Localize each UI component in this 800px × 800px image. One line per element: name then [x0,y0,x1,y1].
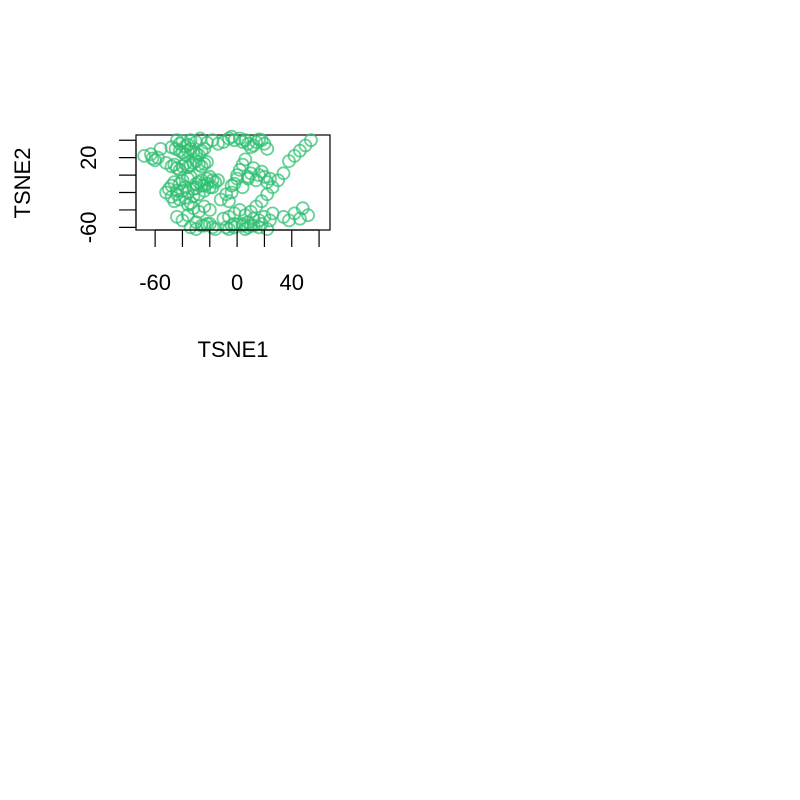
data-point [145,151,160,166]
data-point [224,129,239,144]
data-point [265,206,280,221]
data-point [260,141,275,156]
data-point [175,183,190,198]
y-tick-label: -60 [76,212,101,244]
data-point [301,208,316,223]
x-tick-label: 0 [231,270,243,295]
data-point [189,135,204,149]
x-tick-label: -60 [139,270,171,295]
data-point [262,171,277,186]
data-point [208,222,223,237]
data-point [252,220,266,235]
data-point [175,173,190,188]
data-point [260,222,275,237]
data-point [202,180,217,195]
data-point [241,220,255,235]
data-point [221,222,236,237]
data-point [200,155,214,169]
data-point [241,169,255,184]
x-axis: -60 0 40 [139,229,320,295]
data-point [170,161,184,176]
y-tick-label: 20 [76,145,101,169]
data-point [202,203,217,217]
data-point [303,133,318,148]
data-point [164,159,179,174]
data-point [227,133,242,148]
data-point [221,131,236,146]
data-point [211,136,225,151]
data-point [216,211,231,226]
data-point [205,220,220,235]
data-point [249,135,264,149]
data-point [235,180,250,195]
data-point [221,194,236,209]
x-tick-label: 40 [280,270,304,295]
y-axis: -60 20 [76,139,137,244]
data-points [137,129,318,237]
y-axis-label: TSNE2 [10,148,35,219]
data-point [238,152,253,167]
data-point [243,218,258,233]
x-axis-label: TSNE1 [198,337,269,362]
data-point [276,166,291,181]
data-point [183,133,198,148]
data-point [205,173,220,188]
